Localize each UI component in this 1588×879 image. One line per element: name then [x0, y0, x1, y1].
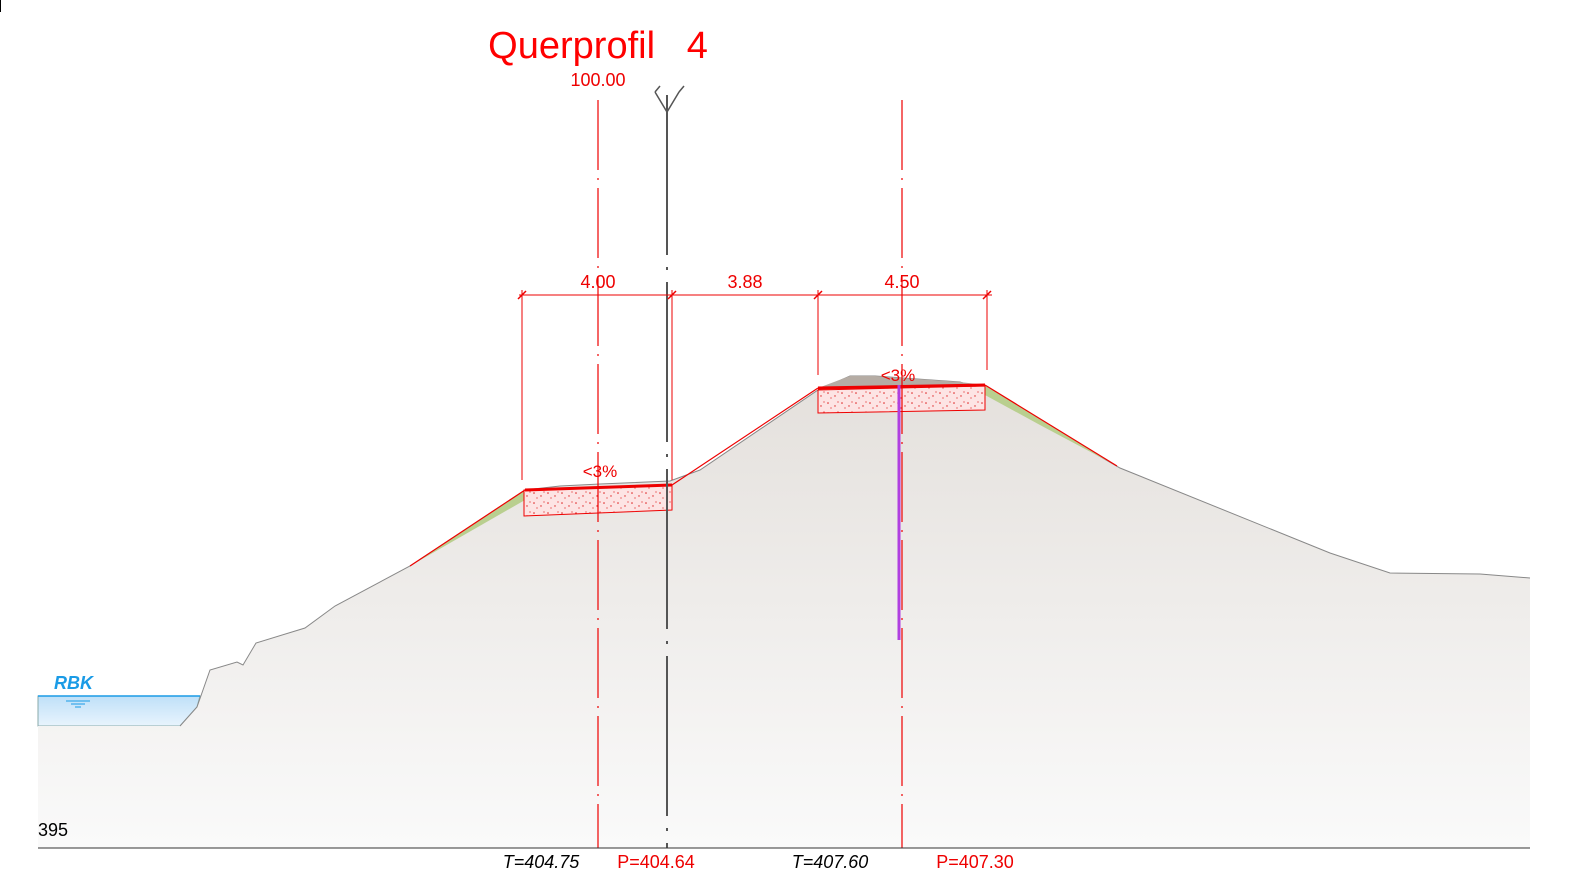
design-slope: [671, 387, 819, 486]
terrain-line: [179, 375, 1531, 727]
datum-label: 395: [38, 820, 68, 840]
water: [37, 695, 201, 727]
water-label: RBK: [54, 673, 95, 693]
terrain: [38, 376, 1530, 848]
station: 100.00: [570, 70, 625, 90]
slope-label: <3%: [583, 462, 618, 481]
title: Querprofil 4: [488, 25, 708, 67]
design-slope: [984, 384, 1118, 467]
dimension-label: 4.00: [580, 272, 615, 292]
dimension-label: 3.88: [727, 272, 762, 292]
terrain-height: T=404.75: [503, 852, 581, 872]
dimension-ticks: [517, 290, 992, 300]
terrain-height: T=407.60: [792, 852, 869, 872]
slope-label: <3%: [881, 366, 916, 385]
design-height: P=407.30: [936, 852, 1014, 872]
axis-arrow: [654, 85, 685, 114]
dimension-label: 4.50: [884, 272, 919, 292]
design-slope: [409, 489, 526, 567]
design-height: P=404.64: [617, 852, 695, 872]
